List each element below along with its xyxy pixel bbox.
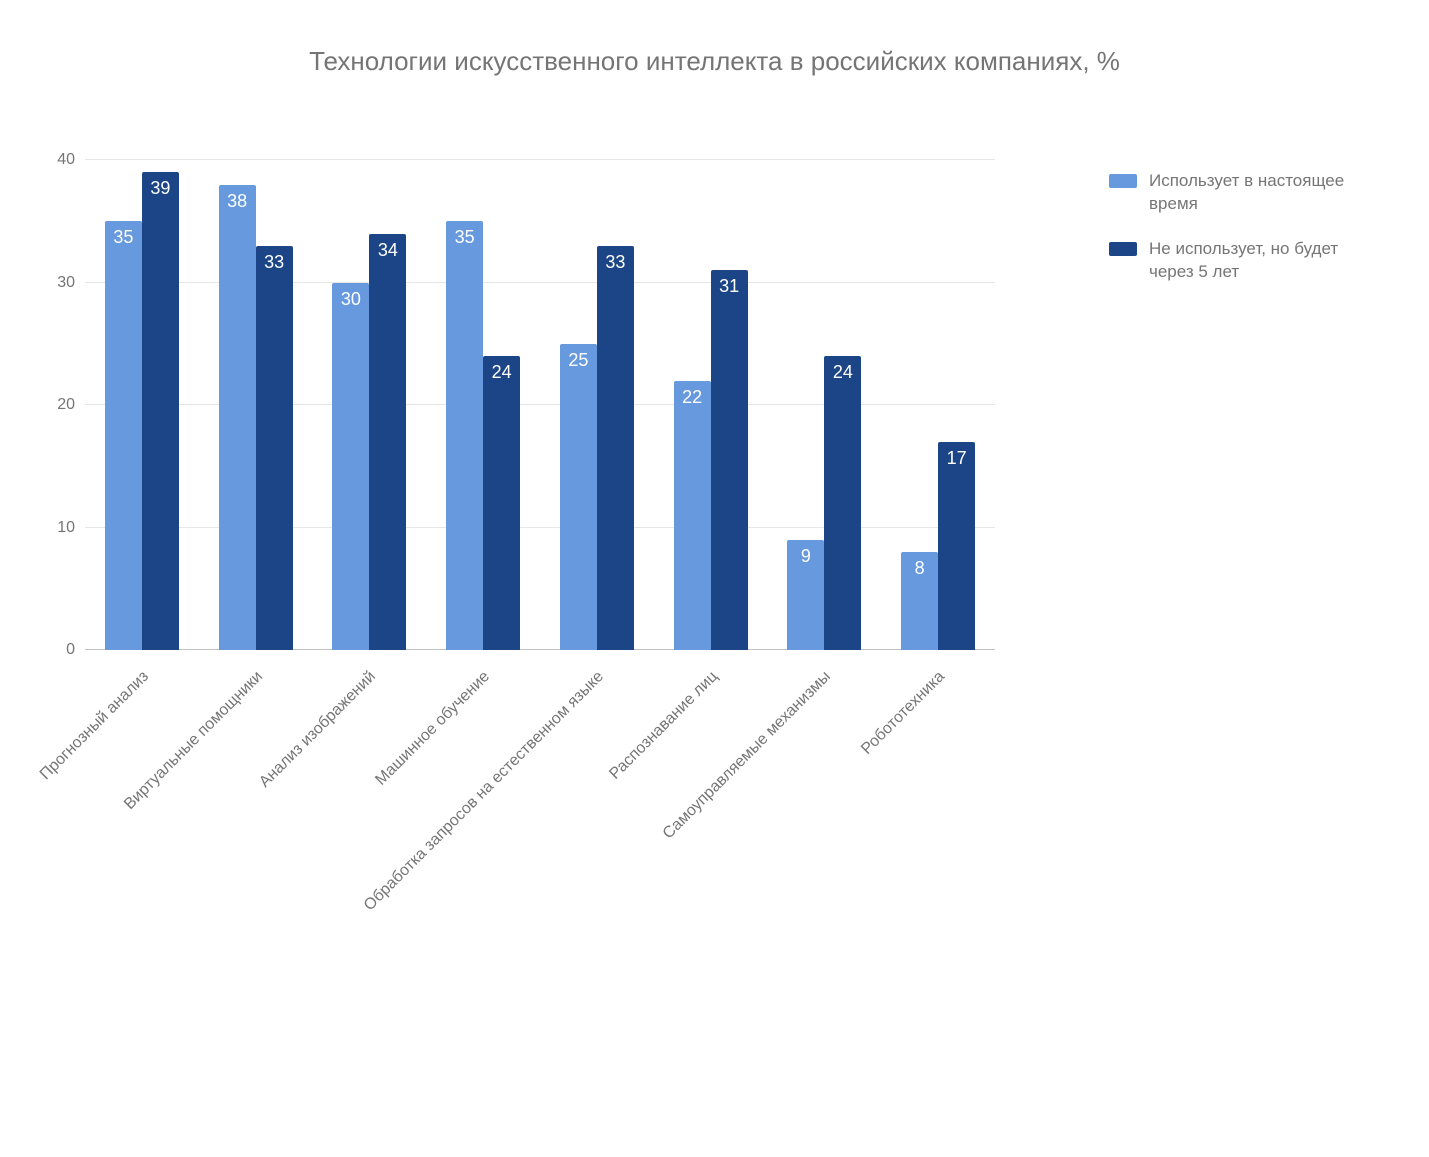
bar-future: 24 [824, 356, 861, 650]
bar-current: 30 [332, 283, 369, 651]
legend-item: Использует в настоящее время [1109, 170, 1369, 216]
bar-value-label: 34 [369, 240, 406, 261]
x-tick-label: Распознавание лиц [606, 668, 721, 783]
bar-group: 38 33 [219, 160, 293, 650]
bar-value-label: 30 [332, 289, 369, 310]
bar-current: 8 [901, 552, 938, 650]
bar-future: 33 [256, 246, 293, 650]
bar-value-label: 35 [446, 227, 483, 248]
legend: Использует в настоящее время Не используе… [1109, 170, 1369, 306]
legend-swatch [1109, 242, 1137, 256]
bar-value-label: 24 [824, 362, 861, 383]
bar-value-label: 22 [674, 387, 711, 408]
bar-chart: Технологии искусственного интеллекта в р… [0, 0, 1429, 1157]
y-tick-label: 40 [40, 151, 75, 169]
bar-future: 24 [483, 356, 520, 650]
y-tick-label: 0 [40, 641, 75, 659]
bar-future: 31 [711, 270, 748, 650]
x-tick-label: Обработка запросов на естественном языке [361, 668, 608, 915]
bar-value-label: 8 [901, 558, 938, 579]
bar-group: 25 33 [560, 160, 634, 650]
bar-value-label: 24 [483, 362, 520, 383]
bar-value-label: 9 [787, 546, 824, 567]
bar-group: 22 31 [674, 160, 748, 650]
legend-swatch [1109, 174, 1137, 188]
bar-future: 39 [142, 172, 179, 650]
legend-label: Использует в настоящее время [1149, 170, 1369, 216]
bar-value-label: 35 [105, 227, 142, 248]
bar-future: 34 [369, 234, 406, 651]
bar-group: 8 17 [901, 160, 975, 650]
bar-current: 22 [674, 381, 711, 651]
bar-value-label: 33 [597, 252, 634, 273]
bar-current: 35 [105, 221, 142, 650]
bar-current: 38 [219, 185, 256, 651]
bar-future: 17 [938, 442, 975, 650]
y-tick-label: 30 [40, 274, 75, 292]
legend-label: Не использует, но будет через 5 лет [1149, 238, 1369, 284]
bar-current: 35 [446, 221, 483, 650]
bar-value-label: 17 [938, 448, 975, 469]
x-tick-label: Робототехника [858, 668, 949, 759]
y-tick-label: 10 [40, 519, 75, 537]
x-tick-label: Машинное обучение [372, 668, 493, 789]
bar-current: 9 [787, 540, 824, 650]
bar-value-label: 38 [219, 191, 256, 212]
bar-group: 9 24 [787, 160, 861, 650]
legend-item: Не использует, но будет через 5 лет [1109, 238, 1369, 284]
bar-group: 30 34 [332, 160, 406, 650]
y-tick-label: 20 [40, 396, 75, 414]
x-tick-label: Прогнозный анализ [37, 668, 153, 784]
plot-area: 0102030403539Прогнозный анализ3833Виртуа… [85, 160, 995, 650]
bar-group: 35 24 [446, 160, 520, 650]
bar-value-label: 31 [711, 276, 748, 297]
bar-value-label: 39 [142, 178, 179, 199]
bar-future: 33 [597, 246, 634, 650]
bar-current: 25 [560, 344, 597, 650]
bar-group: 35 39 [105, 160, 179, 650]
bar-value-label: 33 [256, 252, 293, 273]
chart-title: Технологии искусственного интеллекта в р… [0, 46, 1429, 77]
bar-value-label: 25 [560, 350, 597, 371]
x-tick-label: Анализ изображений [257, 668, 381, 792]
